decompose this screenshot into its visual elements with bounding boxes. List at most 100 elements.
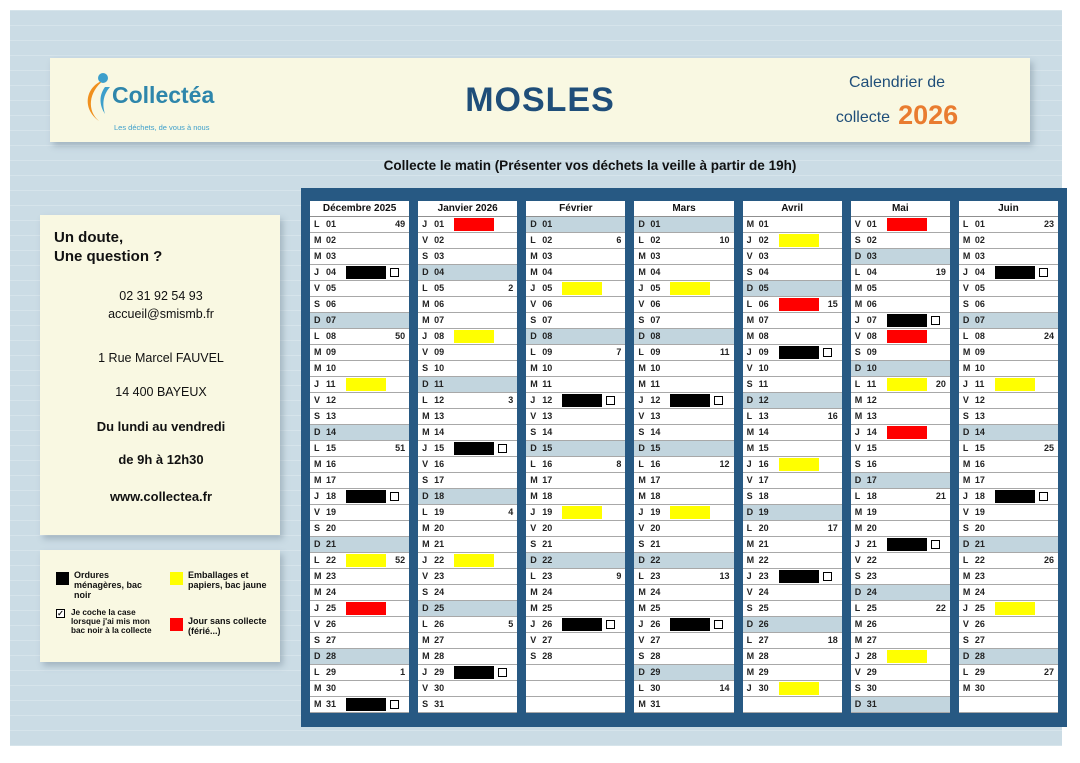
day-letter: M [638,491,646,501]
day-letter: M [962,475,971,485]
collection-mark-yellow [562,506,603,519]
day-letter: D [314,315,321,325]
day-letter: L [314,331,320,341]
day-letter: L [638,571,644,581]
day-row: L 23 13 [634,569,734,585]
bin-out-checkbox[interactable] [930,540,940,549]
day-number: 12 [434,395,445,405]
day-letter: V [422,571,429,581]
day-letter: S [854,347,861,357]
bin-out-checkbox[interactable] [498,444,508,453]
day-letter: M [962,347,971,357]
day-row: M 13 [850,409,950,425]
bin-out-checkbox[interactable] [498,668,508,677]
day-number: 03 [866,251,877,261]
day-row: V 13 [526,409,626,425]
collection-mark-yellow [886,378,927,391]
day-row: M 31 [310,697,410,713]
bin-out-checkbox[interactable] [390,268,399,277]
day-letter: M [530,491,538,501]
month-card: Avril M 01 J 02 V 03 S 04 D 05 L 06 15 M 07 M 08 J 09 V 10 S 11… [742,201,842,713]
bin-out-checkbox[interactable] [930,316,940,325]
contact-box: Un doute, Une question ? 02 31 92 54 93 … [40,215,280,535]
day-number: 31 [434,699,445,709]
collection-mark-black [454,442,495,455]
day-row: L 09 11 [634,345,734,361]
legend-item-no-collection: Jour sans collecte (férié...) [170,616,270,636]
day-letter: S [746,267,753,277]
day-letter: V [854,555,861,565]
day-letter: M [638,251,646,261]
day-row: M 24 [310,585,410,601]
day-letter: V [854,443,861,453]
day-number: 14 [542,427,553,437]
day-number: 09 [650,347,661,357]
day-letter: L [962,331,969,341]
day-number: 13 [650,411,661,421]
day-letter: L [314,219,320,229]
day-row: M 11 [526,377,626,393]
day-row: M 09 [310,345,410,361]
bin-out-checkbox[interactable] [822,348,832,357]
collection-mark-yellow [454,330,495,343]
bin-out-checkbox[interactable] [1038,268,1048,277]
day-number: 02 [758,235,769,245]
collection-mark-yellow [562,282,603,295]
bin-out-checkbox[interactable] [1038,492,1048,501]
bin-out-checkbox[interactable] [606,620,616,629]
day-letter: J [746,235,752,245]
day-number: 17 [866,475,877,485]
day-number: 24 [974,587,985,597]
day-row: L 06 15 [742,297,842,313]
bin-out-checkbox[interactable] [390,492,399,501]
day-letter: M [422,523,430,533]
day-row: M 10 [310,361,410,377]
day-row: J 08 [418,329,518,345]
day-number: 11 [866,379,877,389]
day-letter: J [638,619,644,629]
week-number: 1 [400,667,406,677]
day-letter: M [422,299,430,309]
day-number: 16 [866,459,877,469]
bin-out-checkbox[interactable] [390,700,399,709]
week-number: 3 [508,395,514,405]
day-letter: S [962,523,969,533]
day-number: 26 [974,619,985,629]
contact-hours-line1: Du lundi au vendredi [96,418,226,434]
day-row: D 08 [634,329,734,345]
day-row: V 09 [418,345,518,361]
day-row: S 07 [634,313,734,329]
bin-out-checkbox[interactable] [714,620,724,629]
day-letter: M [314,459,322,469]
bin-out-checkbox[interactable] [822,572,832,581]
day-row: M 03 [958,249,1058,265]
day-letter: J [530,283,536,293]
collection-mark-black [562,394,603,407]
day-row: V 20 [634,521,734,537]
day-letter: D [314,427,321,437]
day-letter: S [746,491,753,501]
day-letter: V [962,395,969,405]
day-number: 26 [434,619,445,629]
day-number: 20 [326,523,337,533]
day-row: J 04 [958,265,1058,281]
day-letter: V [530,635,537,645]
day-row: M 03 [634,249,734,265]
bin-out-checkbox[interactable] [606,396,616,405]
day-letter: M [638,475,646,485]
day-letter: M [854,507,863,517]
contact-email: accueil@smismb.fr [108,306,214,321]
day-number: 02 [326,235,337,245]
day-letter: J [854,315,860,325]
day-letter: M [962,571,971,581]
day-row: M 17 [634,473,734,489]
week-number: 5 [508,619,514,629]
day-letter: L [530,459,536,469]
day-letter: J [530,507,536,517]
day-letter: D [638,555,645,565]
day-letter: M [638,379,646,389]
collection-mark-black [994,266,1035,279]
day-row: J 09 [742,345,842,361]
bin-out-checkbox[interactable] [714,396,724,405]
collectea-logo: Collectéa Les déchets, de vous à nous [74,70,264,132]
